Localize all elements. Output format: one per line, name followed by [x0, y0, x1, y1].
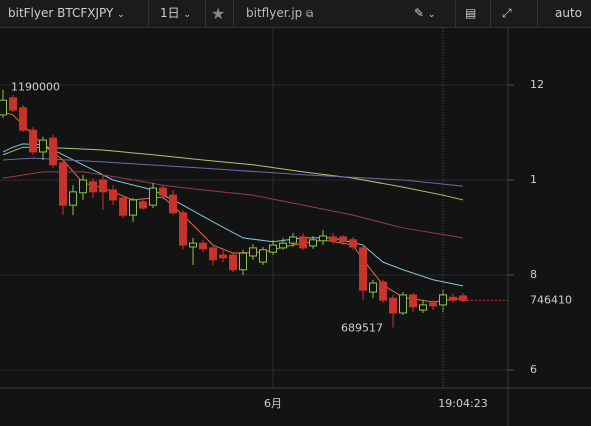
candle-body [239, 252, 247, 271]
candle-body [259, 249, 267, 263]
interval-selector[interactable]: 1日 ⌄ [160, 6, 192, 20]
candle-body [59, 162, 67, 206]
candle-body [249, 247, 257, 257]
y-tick-label: 1 [530, 173, 537, 186]
candle-body [439, 294, 447, 306]
scale-mode[interactable]: auto [555, 6, 583, 20]
candle-body [99, 179, 107, 193]
separator [490, 0, 491, 27]
high-label: 1190000 [11, 81, 60, 94]
candle-body [119, 197, 127, 216]
favorite-star[interactable]: ★ [211, 4, 226, 23]
separator [148, 0, 149, 27]
candle-body [89, 181, 97, 193]
draw-tool[interactable]: ✎ ⌄ [414, 6, 436, 20]
candle-body [389, 297, 397, 314]
y-tick-label: 6 [530, 363, 537, 376]
candle-body [279, 242, 287, 249]
candle-body [419, 304, 427, 311]
candle-body [349, 239, 357, 248]
candle-body [399, 294, 407, 314]
candle-body [449, 296, 457, 301]
candle-body [79, 179, 87, 194]
low-label: 689517 [341, 321, 383, 334]
y-tick-label: 8 [530, 268, 537, 281]
interval-text: 1日 [160, 6, 180, 20]
moving-average [2, 171, 464, 239]
indicator-button[interactable]: ▤ [465, 6, 477, 20]
candle-body [179, 212, 187, 246]
candle-body [169, 194, 177, 214]
candle-body [49, 137, 57, 166]
candle-body [429, 302, 437, 307]
candle-body [9, 97, 17, 111]
candle-body [359, 247, 367, 291]
candle-body [219, 254, 227, 259]
candle-body [29, 129, 37, 153]
y-tick-label: 12 [530, 78, 544, 91]
candle-body [229, 254, 237, 271]
candle-body [139, 201, 147, 209]
candle-body [69, 191, 77, 206]
candle-body [39, 139, 47, 153]
candle-body [129, 199, 137, 216]
candle-body [109, 189, 117, 201]
separator [537, 0, 538, 27]
fullscreen-button[interactable]: ⤢ [502, 6, 512, 20]
candle-body [329, 236, 337, 242]
candle-body [0, 99, 7, 116]
candle-body [19, 107, 27, 131]
crosshair-time: 19:04:23 [438, 397, 487, 410]
site-link[interactable]: bitflyer.jp ⧉ [246, 6, 314, 20]
candle-body [309, 239, 317, 247]
separator [233, 0, 234, 27]
x-tick-label: 6月 [264, 397, 282, 410]
candle-body [209, 247, 217, 261]
candle-body [299, 236, 307, 249]
candle-body [289, 236, 297, 244]
site-text: bitflyer.jp [246, 6, 303, 20]
last-price-label: 746410 [530, 293, 572, 306]
candle-body [369, 282, 377, 293]
candle-body [379, 281, 387, 301]
chart: 12 1 8 6 6月 1190000 689517 746410 19:04:23 [0, 28, 591, 426]
candle-body [339, 236, 347, 243]
symbol-selector[interactable]: bitFlyer BTCFXJPY ⌄ [8, 6, 125, 20]
candle-body [159, 187, 167, 196]
candle-body [319, 235, 327, 242]
moving-average [2, 111, 464, 303]
candle-body [409, 294, 417, 308]
candle-body [459, 295, 467, 301]
toolbar: bitFlyer BTCFXJPY ⌄ 1日 ⌄ ★ bitflyer.jp ⧉… [0, 0, 591, 28]
candle-body [269, 244, 277, 253]
moving-average [2, 157, 464, 187]
candle-body [149, 187, 157, 206]
separator [205, 0, 206, 27]
candle-body [189, 242, 197, 248]
separator [455, 0, 456, 27]
candle-body [199, 242, 207, 250]
symbol-text: bitFlyer BTCFXJPY [8, 6, 114, 20]
